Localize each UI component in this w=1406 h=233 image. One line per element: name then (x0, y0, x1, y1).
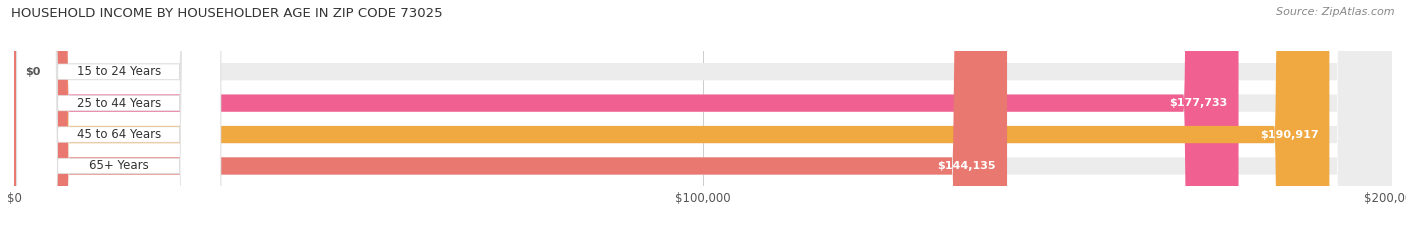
FancyBboxPatch shape (14, 0, 1392, 233)
FancyBboxPatch shape (17, 0, 221, 233)
Text: $144,135: $144,135 (938, 161, 995, 171)
Text: $177,733: $177,733 (1170, 98, 1227, 108)
FancyBboxPatch shape (17, 0, 221, 233)
FancyBboxPatch shape (14, 0, 1392, 233)
Text: 15 to 24 Years: 15 to 24 Years (77, 65, 160, 78)
FancyBboxPatch shape (14, 0, 1239, 233)
Text: $0: $0 (25, 67, 41, 77)
FancyBboxPatch shape (14, 0, 1007, 233)
Text: HOUSEHOLD INCOME BY HOUSEHOLDER AGE IN ZIP CODE 73025: HOUSEHOLD INCOME BY HOUSEHOLDER AGE IN Z… (11, 7, 443, 20)
Text: Source: ZipAtlas.com: Source: ZipAtlas.com (1277, 7, 1395, 17)
FancyBboxPatch shape (14, 0, 1392, 233)
FancyBboxPatch shape (14, 0, 1329, 233)
FancyBboxPatch shape (17, 0, 221, 233)
FancyBboxPatch shape (17, 0, 221, 233)
Text: 65+ Years: 65+ Years (89, 159, 149, 172)
FancyBboxPatch shape (14, 0, 1392, 233)
Text: 25 to 44 Years: 25 to 44 Years (77, 97, 160, 110)
Text: 45 to 64 Years: 45 to 64 Years (77, 128, 160, 141)
Text: $190,917: $190,917 (1260, 130, 1319, 140)
